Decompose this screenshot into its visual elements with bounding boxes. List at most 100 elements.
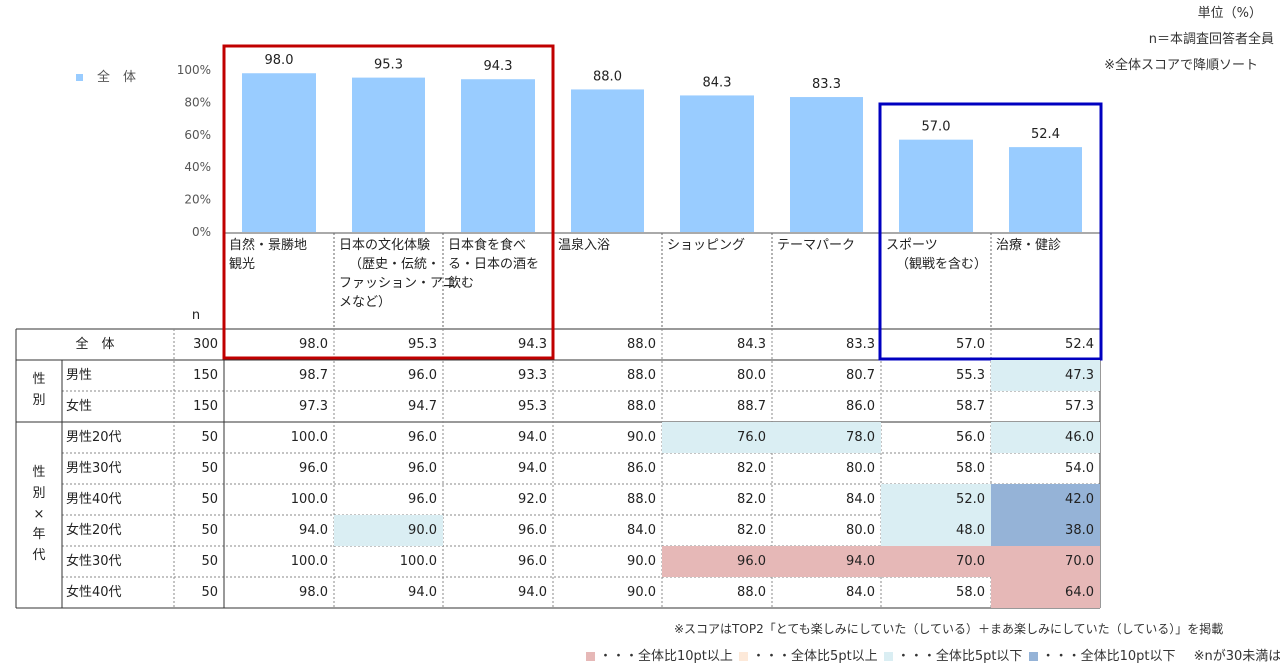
legend-low5: ・・・全体比5pt以下 bbox=[883, 645, 1023, 664]
table-value-cell: 84.0 bbox=[627, 523, 656, 538]
table-value-cell: 100.0 bbox=[399, 554, 437, 569]
bar-data-label: 88.0 bbox=[593, 69, 622, 84]
table-value-cell: 57.0 bbox=[956, 337, 985, 352]
highlight-frame-red bbox=[222, 44, 555, 360]
table-value-cell: 80.0 bbox=[846, 461, 875, 476]
legend-high10-label: ・・・全体比10pt以上 bbox=[599, 649, 733, 664]
table-value-cell: 86.0 bbox=[627, 461, 656, 476]
bar bbox=[461, 79, 535, 232]
table-value-cell: 95.3 bbox=[408, 337, 437, 352]
legend-high5: ・・・全体比5pt以上 bbox=[739, 645, 878, 664]
y-tick-label: 100% bbox=[177, 63, 211, 77]
category-label: スポーツ bbox=[886, 238, 938, 253]
table-value-cell: 100.0 bbox=[290, 554, 328, 569]
table-value-cell: 90.0 bbox=[627, 554, 656, 569]
table-value-cell: 100.0 bbox=[290, 430, 328, 445]
row-label: 男性20代 bbox=[66, 430, 122, 445]
row-n-value: 50 bbox=[201, 461, 218, 476]
series-legend: 全 体 bbox=[76, 66, 136, 85]
n-header: n bbox=[192, 308, 200, 323]
row-label: 女性40代 bbox=[66, 585, 122, 600]
row-label: 女性20代 bbox=[66, 523, 122, 538]
group-label-char: 性 bbox=[32, 465, 46, 480]
legend-low5-label: ・・・全体比5pt以下 bbox=[896, 649, 1023, 664]
table-value-cell: 96.0 bbox=[408, 430, 437, 445]
bar bbox=[242, 73, 316, 233]
unit-note: 単位（%） bbox=[1197, 6, 1262, 21]
category-label: 自然・景勝地 bbox=[229, 237, 307, 253]
bar bbox=[352, 77, 425, 232]
category-label: （歴史・伝統・ bbox=[349, 257, 440, 272]
table-value-cell: 70.0 bbox=[991, 546, 1100, 577]
category-label: 飲む bbox=[448, 275, 474, 291]
table-value-cell: 80.0 bbox=[846, 523, 875, 538]
category-label: テーマパーク bbox=[777, 238, 855, 253]
row-label: 女性 bbox=[66, 399, 93, 414]
group-label-gender: 性別 bbox=[16, 360, 62, 422]
bar bbox=[1009, 147, 1082, 232]
table-value-cell: 46.0 bbox=[991, 422, 1100, 453]
table-value-cell: 88.0 bbox=[627, 337, 656, 352]
table-value-cell: 58.0 bbox=[956, 461, 985, 476]
bar bbox=[680, 95, 754, 233]
row-n-value: 50 bbox=[201, 585, 218, 600]
series-legend-swatch bbox=[76, 74, 83, 81]
table-value-cell: 94.0 bbox=[408, 585, 437, 600]
legend-high5-label: ・・・全体比5pt以上 bbox=[752, 649, 878, 664]
table-value-cell: 54.0 bbox=[1065, 461, 1094, 476]
row-n-value: 150 bbox=[193, 368, 218, 383]
table-value-cell: 100.0 bbox=[290, 492, 328, 507]
legend-low5-swatch bbox=[883, 652, 893, 661]
table-value-cell: 96.0 bbox=[518, 523, 547, 538]
bar bbox=[899, 139, 973, 232]
y-tick-label: 0% bbox=[192, 225, 211, 239]
legend-high10-swatch bbox=[586, 652, 595, 661]
reference-note: ※nが30未満は参考値 bbox=[1193, 649, 1280, 664]
score-note: ※スコアはTOP2「とても楽しみにしていた（している）＋まあ楽しみにしていた（し… bbox=[674, 622, 1224, 636]
table-value-cell: 48.0 bbox=[881, 515, 991, 546]
group-label-char: 別 bbox=[32, 485, 46, 501]
group-label-char: 性 bbox=[32, 372, 46, 388]
legend-high5-swatch bbox=[739, 652, 749, 661]
sort-note: ※全体スコアで降順ソート bbox=[1104, 58, 1258, 73]
table-value-cell: 98.0 bbox=[299, 585, 328, 600]
table-value-cell: 82.0 bbox=[737, 461, 766, 476]
table-value-cell: 58.7 bbox=[956, 399, 985, 414]
table-value-cell: 76.0 bbox=[662, 422, 772, 453]
table-value-cell: 96.0 bbox=[408, 368, 437, 383]
table-value-cell: 52.4 bbox=[1065, 337, 1094, 352]
category-label: 日本の文化体験 bbox=[339, 238, 430, 253]
table-value-cell: 90.0 bbox=[627, 585, 656, 600]
group-label-char: 年 bbox=[32, 527, 46, 543]
table-value-cell: 90.0 bbox=[627, 430, 656, 445]
y-tick-label: 40% bbox=[184, 160, 211, 174]
group-label-char: 代 bbox=[32, 548, 46, 564]
table-value-cell: 84.0 bbox=[846, 492, 875, 507]
table-value-cell: 88.7 bbox=[737, 399, 766, 414]
bar-data-label: 98.0 bbox=[265, 53, 294, 68]
legend-low10-label: ・・・全体比10pt以下 bbox=[1041, 649, 1176, 664]
table-value-cell: 96.0 bbox=[299, 461, 328, 476]
bar-data-label: 52.4 bbox=[1031, 127, 1060, 142]
category-label: 温泉入浴 bbox=[558, 237, 610, 253]
category-label: 日本食を食べ bbox=[448, 237, 526, 253]
table-value-cell: 55.3 bbox=[956, 368, 985, 383]
row-label: 女性30代 bbox=[66, 554, 122, 569]
table-value-cell: 96.0 bbox=[518, 554, 547, 569]
table-value-cell: 84.3 bbox=[737, 337, 766, 352]
table-value-cell: 96.0 bbox=[408, 492, 437, 507]
table-value-cell: 84.0 bbox=[846, 585, 875, 600]
category-label: メなど） bbox=[339, 295, 391, 310]
table-value-cell: 80.0 bbox=[737, 368, 766, 383]
row-n-value: 50 bbox=[201, 492, 218, 507]
table-value-cell: 98.0 bbox=[299, 337, 328, 352]
table-value-cell: 58.0 bbox=[956, 585, 985, 600]
table-value-cell: 57.3 bbox=[1065, 399, 1094, 414]
y-tick-label: 60% bbox=[184, 128, 211, 142]
table-value-cell: 92.0 bbox=[518, 492, 547, 507]
legend-low10: ・・・全体比10pt以下 bbox=[1028, 645, 1176, 664]
table-value-cell: 56.0 bbox=[956, 430, 985, 445]
bar-data-label: 94.3 bbox=[484, 59, 513, 74]
row-label: 男性 bbox=[66, 368, 93, 383]
table-value-cell: 90.0 bbox=[334, 515, 443, 546]
